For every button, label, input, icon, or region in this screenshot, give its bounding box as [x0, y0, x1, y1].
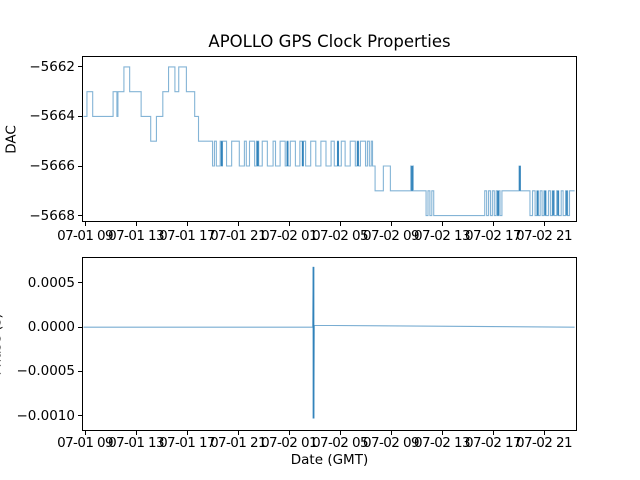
y-tick-label: −5668: [29, 207, 75, 224]
x-tick-mark: [543, 431, 545, 435]
x-tick-mark: [390, 222, 392, 226]
x-tick-label: 07-02 21: [516, 228, 573, 244]
x-tick-mark: [441, 431, 443, 435]
dac-plot-area: [83, 66, 575, 217]
x-tick-mark: [135, 222, 137, 226]
x-tick-label: 07-01 13: [108, 228, 165, 244]
y-tick-label: −0.0010: [16, 407, 75, 424]
y-tick-mark: [78, 370, 82, 372]
x-tick-mark: [237, 431, 239, 435]
phase-axes: [82, 257, 577, 431]
y-tick-mark: [78, 165, 82, 167]
x-tick-label: 07-01 13: [108, 435, 165, 451]
x-tick-mark: [288, 222, 290, 226]
y-tick-label: −5666: [29, 158, 75, 174]
x-tick-label: 07-02 21: [516, 435, 573, 451]
dac-y-axis-label: DAC: [3, 125, 20, 154]
y-tick-mark: [78, 66, 82, 68]
x-tick-label: 07-02 05: [312, 228, 369, 244]
y-tick-mark: [78, 215, 82, 217]
x-tick-label: 07-02 09: [363, 435, 420, 451]
x-tick-mark: [441, 222, 443, 226]
y-tick-label: −5662: [29, 58, 75, 75]
dac-steps-path: [83, 66, 575, 217]
x-tick-mark: [390, 431, 392, 435]
x-tick-mark: [543, 222, 545, 226]
x-tick-label: 07-02 17: [465, 228, 522, 244]
y-tick-label: 0.0000: [27, 319, 75, 336]
x-tick-label: 07-02 01: [261, 228, 318, 244]
x-tick-label: 07-02 01: [261, 435, 318, 451]
x-tick-label: 07-02 13: [414, 435, 471, 451]
x-tick-mark: [339, 431, 341, 435]
x-tick-label: 07-01 17: [159, 435, 216, 451]
y-tick-label: −5664: [29, 108, 75, 125]
x-tick-mark: [186, 431, 188, 435]
chart-title: APOLLO GPS Clock Properties: [208, 32, 451, 51]
x-tick-label: 07-01 21: [210, 435, 267, 451]
y-tick-label: −0.0005: [16, 363, 75, 380]
x-tick-label: 07-01 17: [159, 228, 216, 244]
x-tick-mark: [288, 431, 290, 435]
x-tick-mark: [84, 222, 86, 226]
x-tick-label: 07-02 05: [312, 435, 369, 451]
x-tick-mark: [492, 222, 494, 226]
x-tick-mark: [339, 222, 341, 226]
x-tick-label: 07-01 21: [210, 228, 267, 244]
x-tick-label: 07-02 17: [465, 435, 522, 451]
x-tick-mark: [135, 431, 137, 435]
x-tick-mark: [492, 431, 494, 435]
x-axis-label: Date (GMT): [290, 452, 369, 468]
y-tick-label: 0.0005: [27, 274, 75, 291]
x-tick-mark: [84, 431, 86, 435]
phase-line-path: [83, 266, 575, 419]
y-tick-mark: [78, 282, 82, 284]
x-tick-label: 07-01 09: [57, 435, 114, 451]
x-tick-label: 07-02 09: [363, 228, 420, 244]
x-tick-label: 07-01 09: [57, 228, 114, 244]
x-tick-mark: [237, 222, 239, 226]
phase-plot-area: [83, 266, 575, 419]
y-tick-mark: [78, 415, 82, 417]
dac-axes: [82, 56, 577, 222]
y-tick-mark: [78, 326, 82, 328]
y-tick-mark: [78, 115, 82, 117]
x-tick-mark: [186, 222, 188, 226]
x-tick-label: 07-02 13: [414, 228, 471, 244]
